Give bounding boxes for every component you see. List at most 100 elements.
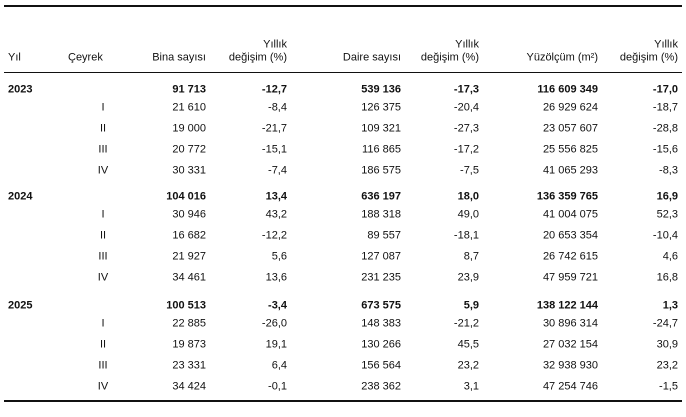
cell: 27 032 154	[542, 338, 598, 351]
column-header: değişim (%)	[228, 51, 287, 64]
column-header: Bina sayısı	[152, 51, 206, 64]
cell: 126 375	[361, 101, 401, 114]
cell: 41 065 293	[542, 164, 598, 177]
cell: 20 772	[172, 143, 206, 156]
cell: 23,2	[457, 359, 479, 372]
cell: 238 362	[361, 380, 401, 393]
year-total: 13,4	[265, 190, 287, 203]
cell: 19,1	[265, 338, 287, 351]
cell: -26,0	[261, 317, 287, 330]
cell: 186 575	[361, 164, 401, 177]
cell: 16 682	[172, 229, 206, 242]
cell: 20 653 354	[542, 229, 598, 242]
quarter: II	[99, 122, 107, 135]
header-rule	[4, 72, 682, 73]
cell: 23,9	[457, 271, 479, 284]
cell: 4,6	[662, 250, 678, 263]
quarter: I	[101, 317, 105, 330]
cell: -8,3	[659, 164, 678, 177]
cell: 23,2	[656, 359, 678, 372]
year-total: 136 359 765	[536, 190, 598, 203]
quarter: IV	[97, 380, 109, 393]
year-total: 16,9	[656, 190, 678, 203]
cell: -17,2	[453, 143, 479, 156]
cell: -18,7	[652, 101, 678, 114]
cell: 26 929 624	[542, 101, 598, 114]
column-header: Daire sayısı	[342, 51, 401, 64]
year: 2024	[8, 190, 33, 203]
column-header: değişim (%)	[420, 51, 479, 64]
cell: 41 004 075	[542, 208, 598, 221]
year-total: 91 713	[172, 83, 206, 96]
cell: 30 946	[172, 208, 206, 221]
quarter: II	[99, 338, 107, 351]
cell: -27,3	[453, 122, 479, 135]
cell: -0,1	[268, 380, 287, 393]
year-total: 636 197	[361, 190, 401, 203]
cell: 23 057 607	[542, 122, 598, 135]
year-total: 138 122 144	[536, 299, 598, 312]
cell: 49,0	[457, 208, 479, 221]
column-header: Yıllık	[654, 38, 678, 51]
column-header: Çeyrek	[68, 51, 103, 64]
cell: 188 318	[361, 208, 401, 221]
cell: -15,6	[652, 143, 678, 156]
cell: -28,8	[652, 122, 678, 135]
cell: -24,7	[652, 317, 678, 330]
year-total: 539 136	[361, 83, 401, 96]
quarter: I	[101, 208, 105, 221]
quarter: IV	[97, 164, 109, 177]
cell: 34 424	[172, 380, 206, 393]
column-header: Yıllık	[455, 38, 479, 51]
year-total: 18,0	[457, 190, 479, 203]
cell: 47 254 746	[542, 380, 598, 393]
cell: 26 742 615	[542, 250, 598, 263]
year-total: 5,9	[463, 299, 479, 312]
cell: 130 266	[361, 338, 401, 351]
cell: 25 556 825	[542, 143, 598, 156]
column-header: Yüzölçüm (m²)	[526, 51, 598, 64]
bottom-rule	[4, 400, 682, 402]
quarter: III	[98, 250, 108, 263]
year-total: 104 016	[166, 190, 206, 203]
cell: 6,4	[271, 359, 287, 372]
cell: 47 959 721	[542, 271, 598, 284]
cell: 5,6	[271, 250, 287, 263]
cell: 3,1	[463, 380, 479, 393]
cell: 8,7	[463, 250, 479, 263]
cell: 45,5	[457, 338, 479, 351]
year-total: -3,4	[268, 299, 287, 312]
cell: 30 896 314	[542, 317, 598, 330]
cell: 43,2	[265, 208, 287, 221]
cell: 19 000	[172, 122, 206, 135]
cell: -8,4	[268, 101, 287, 114]
cell: 116 865	[362, 143, 401, 156]
cell: 30 331	[172, 164, 206, 177]
cell: 156 564	[361, 359, 401, 372]
cell: -12,2	[261, 229, 287, 242]
column-header: Yıllık	[263, 38, 287, 51]
cell: -20,4	[453, 101, 479, 114]
cell: 23 331	[172, 359, 206, 372]
cell: 32 938 930	[542, 359, 598, 372]
cell: 231 235	[361, 271, 401, 284]
year-total: 100 513	[166, 299, 206, 312]
quarter: IV	[97, 271, 109, 284]
quarter: III	[98, 143, 108, 156]
year-total: 1,3	[662, 299, 678, 312]
cell: 16,8	[656, 271, 678, 284]
cell: -21,2	[453, 317, 479, 330]
cell: 148 383	[361, 317, 401, 330]
top-rule	[4, 5, 682, 7]
cell: 52,3	[656, 208, 678, 221]
year: 2023	[8, 83, 33, 96]
cell: -10,4	[652, 229, 678, 242]
column-header: değişim (%)	[619, 51, 678, 64]
column-header: Yıl	[8, 51, 21, 64]
cell: 109 321	[361, 122, 401, 135]
year-total: 673 575	[361, 299, 401, 312]
cell: 19 873	[172, 338, 206, 351]
cell: 89 557	[367, 229, 401, 242]
cell: -1,5	[659, 380, 678, 393]
